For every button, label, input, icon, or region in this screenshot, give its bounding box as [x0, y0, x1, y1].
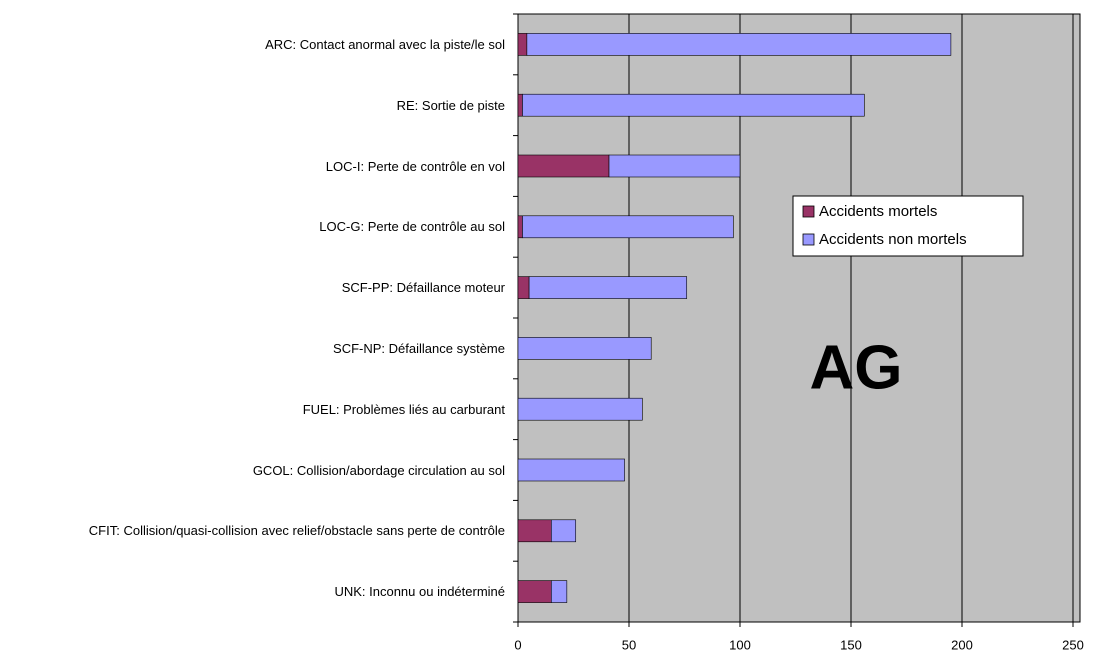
y-tick-label: RE: Sortie de piste	[396, 97, 505, 113]
x-tick-label: 150	[840, 637, 862, 652]
bar-segment	[517, 33, 528, 56]
bar-segment	[517, 580, 552, 603]
bar-segment	[517, 154, 610, 178]
bar-segment	[517, 93, 523, 117]
y-tick-label: FUEL: Problèmes liés au carburant	[302, 401, 505, 417]
annotation: AG	[810, 333, 903, 402]
y-tick-label-box: ARC: Contact anormal avec la piste/le so…	[8, 19, 505, 69]
y-tick-label-box: LOC-I: Perte de contrôle en vol	[8, 141, 505, 191]
bar-segment	[608, 154, 741, 178]
x-tick-label: 100	[729, 637, 751, 652]
bar-segment	[550, 580, 568, 603]
y-tick-label-box: CFIT: Collision/quasi-collision avec rel…	[8, 506, 505, 556]
bar-segment	[517, 276, 530, 299]
y-tick-label: SCF-NP: Défaillance système	[333, 340, 505, 356]
y-tick-label: SCF-PP: Défaillance moteur	[341, 280, 505, 296]
y-tick-label: GCOL: Collision/abordage circulation au …	[252, 462, 505, 478]
bar-segment	[517, 397, 643, 421]
y-tick-label: LOC-G: Perte de contrôle au sol	[319, 219, 505, 235]
y-tick-label-box: RE: Sortie de piste	[8, 80, 505, 130]
y-tick-label-box: FUEL: Problèmes liés au carburant	[8, 384, 505, 434]
bar-segment	[517, 337, 652, 360]
bar-segment	[550, 519, 577, 543]
legend-box	[792, 195, 1024, 257]
bar-segment	[517, 215, 523, 239]
y-tick-label-box: GCOL: Collision/abordage circulation au …	[8, 445, 505, 495]
y-tick-label-box: SCF-NP: Défaillance système	[8, 323, 505, 373]
y-tick-label-box: LOC-G: Perte de contrôle au sol	[8, 202, 505, 252]
x-tick-label: 200	[951, 637, 973, 652]
bar-segment	[517, 458, 625, 482]
y-tick-label: UNK: Inconnu ou indéterminé	[334, 584, 505, 600]
y-tick-label: CFIT: Collision/quasi-collision avec rel…	[88, 523, 505, 539]
y-tick-label: LOC-I: Perte de contrôle en vol	[325, 158, 505, 174]
bar-segment	[522, 93, 865, 117]
legend-swatch	[802, 233, 815, 246]
x-tick-label: 50	[622, 637, 636, 652]
x-tick-label: 250	[1062, 637, 1084, 652]
bar-segment	[517, 519, 552, 543]
bar-segment	[526, 33, 952, 56]
bar-segment	[522, 215, 734, 239]
legend-label: Accidents non mortels	[819, 231, 967, 248]
y-tick-label: ARC: Contact anormal avec la piste/le so…	[265, 36, 505, 52]
y-tick-label-box: UNK: Inconnu ou indéterminé	[8, 567, 505, 617]
bar-segment	[528, 276, 688, 299]
y-tick-label-box: SCF-PP: Défaillance moteur	[8, 263, 505, 313]
x-tick-label: 0	[514, 637, 521, 652]
legend-swatch	[802, 205, 815, 218]
legend-label: Accidents mortels	[819, 203, 937, 220]
